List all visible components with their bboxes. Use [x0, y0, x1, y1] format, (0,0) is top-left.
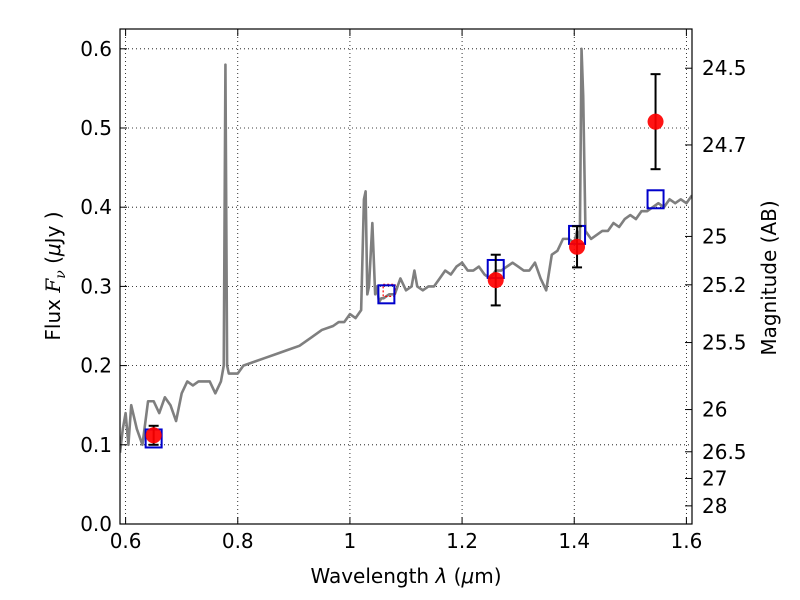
magnitude-tick-label: 24.5: [702, 56, 747, 80]
observed-photometry-point: [647, 113, 664, 130]
x-axis-ticks: 0.6 0.8 1 1.2 1.4 1.6: [110, 29, 702, 553]
observed-photometry-point: [569, 238, 586, 255]
x-tick-label: 1.6: [670, 529, 702, 553]
y-axis-label: Flux Fν (μJy ): [41, 211, 69, 340]
y-tick-label: 0.3: [80, 274, 112, 298]
observed-photometry-point: [145, 427, 162, 444]
x-tick-label: 1: [344, 529, 357, 553]
observed-photometry-point: [487, 272, 504, 289]
x-tick-label: 0.8: [222, 529, 254, 553]
magnitude-axis-ticks: 24.5 24.7 25 25.2 25.5 26 26.527 28: [685, 56, 747, 518]
model-photometry-square: [377, 284, 396, 305]
magnitude-tick-label: 26.5: [702, 440, 747, 464]
y-tick-label: 0.1: [80, 433, 112, 457]
x-tick-label: 1.2: [446, 529, 478, 553]
model-photometry-square: [646, 189, 665, 210]
x-tick-label: 0.6: [110, 529, 142, 553]
y-axis-ticks: 0.0 0.1 0.2 0.3 0.4 0.5 0.6: [80, 37, 127, 536]
axes-frame: [119, 28, 693, 525]
y-tick-label: 0.0: [80, 512, 112, 536]
magnitude-tick-label: 25.2: [702, 273, 747, 297]
magnitude-tick-label: 24.7: [702, 133, 747, 157]
magnitude-tick-label: 25.5: [702, 331, 747, 355]
magnitude-axis-label: Magnitude (AB): [757, 200, 781, 355]
magnitude-tick-label: 28: [702, 494, 727, 518]
y-tick-label: 0.5: [80, 116, 112, 140]
magnitude-tick-label: 27: [702, 466, 727, 490]
magnitude-tick-label: 26: [702, 398, 727, 422]
plot-area: [119, 28, 693, 525]
y-tick-label: 0.4: [80, 195, 112, 219]
y-tick-label: 0.6: [80, 37, 112, 61]
x-axis-label: Wavelength λ (μm): [310, 564, 501, 588]
magnitude-tick-label: 25: [702, 224, 727, 248]
y-tick-label: 0.2: [80, 354, 112, 378]
model-spectrum-line: [120, 47, 692, 453]
x-tick-label: 1.4: [558, 529, 590, 553]
